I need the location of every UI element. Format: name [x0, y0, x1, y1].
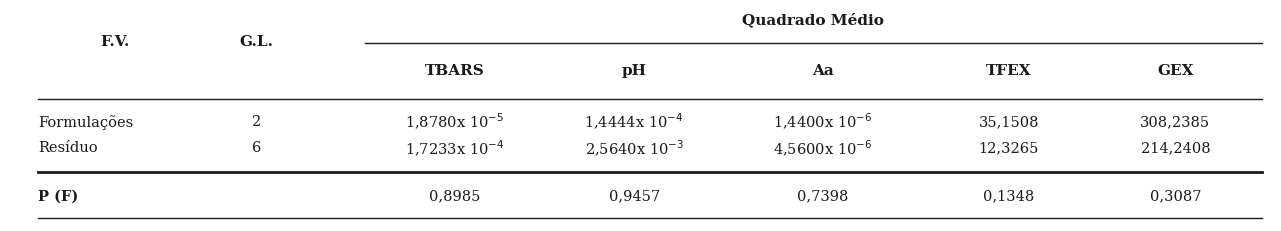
Text: Aa: Aa [812, 64, 834, 78]
Text: 1,8780x 10$^{-5}$: 1,8780x 10$^{-5}$ [405, 112, 505, 132]
Text: 6: 6 [251, 142, 261, 155]
Text: TBARS: TBARS [425, 64, 484, 78]
Text: 12,3265: 12,3265 [979, 142, 1039, 155]
Text: 2: 2 [251, 115, 261, 129]
Text: 2,5640x 10$^{-3}$: 2,5640x 10$^{-3}$ [584, 138, 684, 158]
Text: P (F): P (F) [38, 189, 78, 203]
Text: G.L.: G.L. [240, 35, 273, 49]
Text: 4,5600x 10$^{-6}$: 4,5600x 10$^{-6}$ [774, 138, 872, 158]
Text: Resíduo: Resíduo [38, 142, 99, 155]
Text: 1,7233x 10$^{-4}$: 1,7233x 10$^{-4}$ [405, 138, 505, 158]
Text: pH: pH [621, 64, 647, 78]
Text: 1,4444x 10$^{-4}$: 1,4444x 10$^{-4}$ [584, 112, 684, 132]
Text: 214,2408: 214,2408 [1140, 142, 1211, 155]
Text: Formulações: Formulações [38, 115, 133, 130]
Text: 0,7398: 0,7398 [797, 189, 849, 203]
Text: 0,3087: 0,3087 [1149, 189, 1202, 203]
Text: 0,1348: 0,1348 [983, 189, 1035, 203]
Text: 1,4400x 10$^{-6}$: 1,4400x 10$^{-6}$ [774, 112, 872, 132]
Text: GEX: GEX [1157, 64, 1194, 78]
Text: F.V.: F.V. [101, 35, 129, 49]
Text: 308,2385: 308,2385 [1140, 115, 1211, 129]
Text: 0,8985: 0,8985 [429, 189, 480, 203]
Text: TFEX: TFEX [986, 64, 1031, 78]
Text: 0,9457: 0,9457 [608, 189, 660, 203]
Text: Quadrado Médio: Quadrado Médio [743, 12, 884, 27]
Text: 35,1508: 35,1508 [979, 115, 1039, 129]
